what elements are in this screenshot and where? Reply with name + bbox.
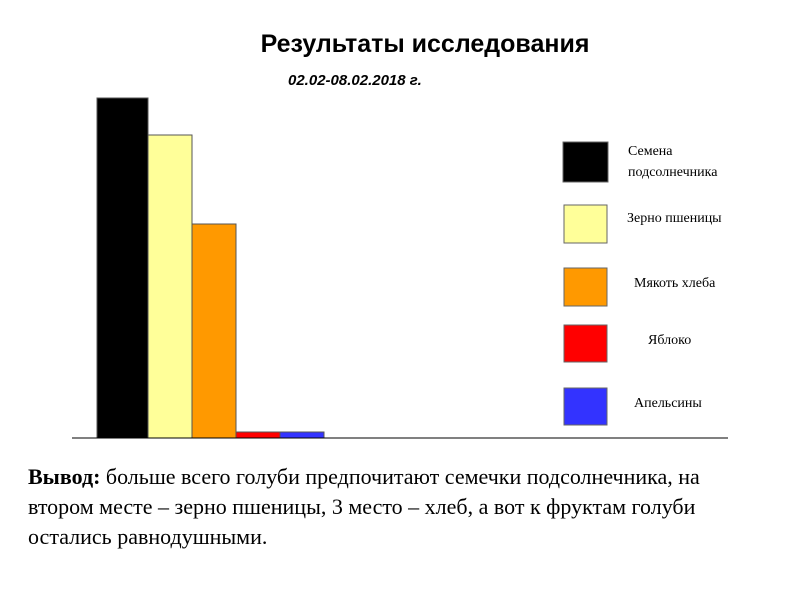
bar-sunflower-seeds — [96, 97, 149, 439]
legend-swatch-bread — [563, 267, 608, 307]
legend-label-sunflower-seeds: Семена подсолнечника — [628, 144, 718, 180]
legend-label-wheat-grain: Зерно пшеницы — [627, 211, 722, 226]
legend-swatch-sunflower-seeds — [562, 141, 609, 183]
chart-subtitle: 02.02-08.02.2018 г. — [288, 72, 422, 89]
bar-bread — [191, 223, 237, 439]
bar-wheat-grain — [147, 134, 193, 439]
legend-swatches — [562, 141, 609, 426]
chart-title: Результаты исследования — [260, 30, 590, 58]
legend-swatch-wheat-grain — [563, 204, 608, 244]
bar-apple — [235, 431, 281, 439]
legend-swatch-apple — [563, 324, 608, 363]
conclusion-text: Вывод: больше всего голуби предпочитают … — [28, 462, 768, 552]
legend-label-apple: Яблоко — [648, 333, 692, 348]
legend-label-bread: Мякоть хлеба — [634, 276, 716, 291]
bars-group — [96, 97, 325, 439]
legend-label-oranges: Апельсины — [634, 396, 702, 411]
bar-oranges — [279, 431, 325, 439]
conclusion-body: больше всего голуби предпочитают семечки… — [28, 464, 700, 549]
conclusion-lead: Вывод: — [28, 464, 101, 489]
legend-swatch-oranges — [563, 387, 608, 426]
